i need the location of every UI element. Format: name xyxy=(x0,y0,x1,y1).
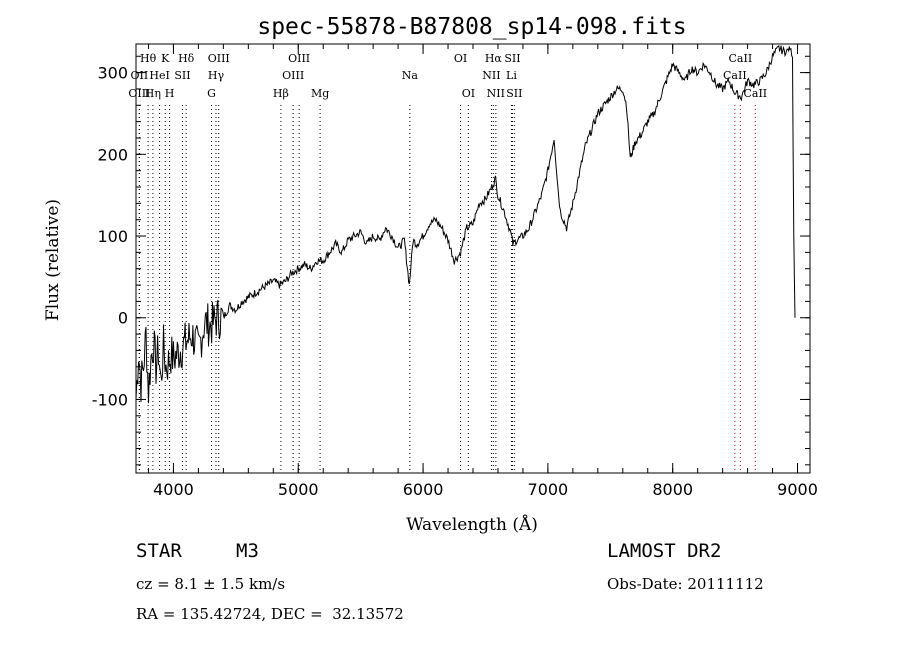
marker-label: OIII xyxy=(282,69,304,82)
marker-label: CaII xyxy=(743,87,767,100)
marker-label: CaII xyxy=(723,69,747,82)
marker-label: NII xyxy=(482,69,500,82)
marker-label: CaII xyxy=(729,52,753,65)
marker-label: Hγ xyxy=(208,69,225,82)
marker-label: Li xyxy=(506,69,517,82)
coordinates: RA = 135.42724, DEC = 32.13572 xyxy=(136,605,404,623)
marker-label: SII xyxy=(506,87,522,100)
marker-label: SII xyxy=(504,52,520,65)
survey-label: LAMOST DR2 xyxy=(607,540,722,562)
marker-label: Hη xyxy=(145,87,161,100)
x-tick-label: 4000 xyxy=(153,480,194,499)
marker-label: Hδ xyxy=(178,52,195,65)
x-axis-label: Wavelength (Å) xyxy=(406,514,538,535)
marker-label: OII xyxy=(131,69,149,82)
spectrum-line xyxy=(135,44,796,404)
marker-label: G xyxy=(207,87,216,100)
marker-label: Hβ xyxy=(273,87,289,100)
redshift-value: cz = 8.1 ± 1.5 km/s xyxy=(136,575,286,593)
chart-title: spec-55878-B87808_sp14-098.fits xyxy=(257,14,686,40)
marker-label: OI xyxy=(454,52,467,65)
marker-label: Mg xyxy=(311,87,329,100)
x-tick-label: 5000 xyxy=(278,480,319,499)
x-tick-label: 9000 xyxy=(777,480,818,499)
x-tick-label: 6000 xyxy=(403,480,444,499)
object-class: STAR xyxy=(136,540,182,562)
marker-label: OI xyxy=(462,87,475,100)
x-tick-label: 8000 xyxy=(652,480,693,499)
marker-label: OIII xyxy=(288,52,310,65)
x-tick-label: 7000 xyxy=(528,480,569,499)
y-axis-label: Flux (relative) xyxy=(43,199,63,321)
spectral-line-markers: Hθ OII OIII K HeI Hη H Hδ SII OIII Hγ G Hβ OIII OIII Mg… xyxy=(128,52,767,473)
marker-label: K xyxy=(161,52,170,65)
marker-label: Hθ xyxy=(140,52,157,65)
y-tick-label: 0 xyxy=(118,309,128,328)
marker-label: HeI xyxy=(149,69,169,82)
marker-label: Hα xyxy=(485,52,503,65)
marker-label: Na xyxy=(402,69,419,82)
marker-label: NII xyxy=(487,87,505,100)
axis-ticks: 4000 5000 6000 7000 8000 9000 -100 0 100 200 300 xyxy=(92,44,818,499)
marker-label: SII xyxy=(174,69,190,82)
marker-label: OIII xyxy=(208,52,230,65)
y-tick-label: 300 xyxy=(97,64,128,83)
object-subclass: M3 xyxy=(236,540,259,562)
observation-date: Obs-Date: 20111112 xyxy=(607,575,764,593)
y-tick-label: 200 xyxy=(97,145,128,164)
marker-label: H xyxy=(165,87,175,100)
marker-label: OIII xyxy=(128,87,150,100)
y-tick-label: -100 xyxy=(92,390,128,409)
plot-frame xyxy=(135,43,811,474)
y-tick-label: 100 xyxy=(97,227,128,246)
